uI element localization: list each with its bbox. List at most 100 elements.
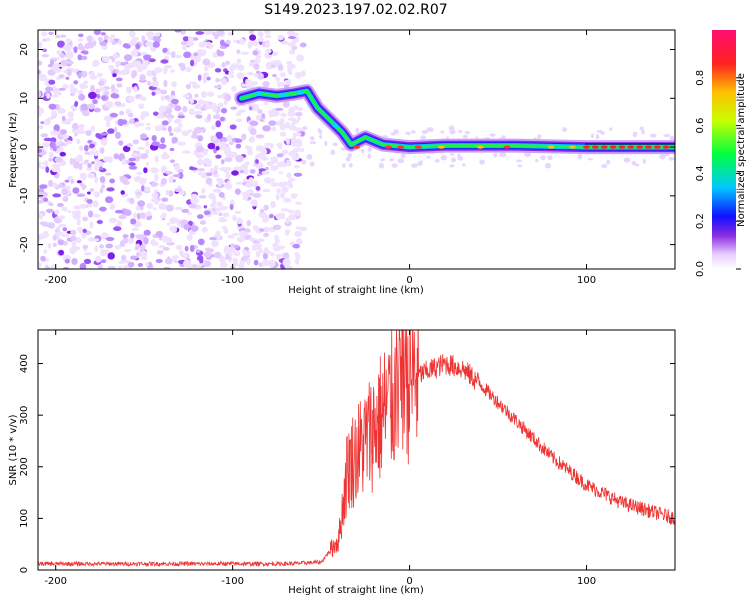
noise-speck bbox=[99, 166, 103, 170]
noise-speck bbox=[93, 238, 100, 242]
noise-speck bbox=[282, 100, 290, 108]
noise-speck bbox=[282, 258, 291, 266]
noise-speck bbox=[297, 116, 301, 121]
noise-speck bbox=[301, 159, 307, 165]
noise-speck bbox=[302, 126, 308, 131]
noise-speck bbox=[294, 201, 302, 205]
noise-speck bbox=[294, 32, 299, 37]
noise-speck bbox=[220, 141, 227, 149]
noise-speck bbox=[595, 134, 600, 140]
noise-speck bbox=[668, 156, 675, 161]
noise-speck bbox=[89, 221, 94, 229]
noise-speck bbox=[81, 231, 87, 239]
noise-speck bbox=[48, 151, 54, 158]
noise-speck bbox=[239, 170, 245, 174]
noise-speck bbox=[236, 58, 242, 64]
noise-speck bbox=[634, 163, 640, 167]
noise-speck bbox=[229, 124, 237, 130]
noise-speck bbox=[181, 40, 188, 46]
noise-speck bbox=[117, 39, 122, 45]
noise-speck bbox=[248, 237, 256, 242]
noise-speck bbox=[77, 130, 86, 135]
noise-speck bbox=[82, 184, 87, 189]
noise-speck bbox=[195, 114, 203, 119]
noise-speck bbox=[72, 122, 79, 130]
noise-speck bbox=[294, 111, 303, 117]
noise-speck bbox=[52, 234, 57, 241]
noise-speck bbox=[83, 252, 93, 256]
noise-speck bbox=[96, 72, 104, 78]
noise-speck bbox=[632, 131, 638, 135]
noise-speck bbox=[299, 226, 308, 232]
noise-speck bbox=[139, 205, 144, 211]
signal-hotspot bbox=[437, 145, 445, 149]
noise-speck bbox=[127, 261, 135, 268]
noise-speck bbox=[173, 127, 182, 133]
noise-speck bbox=[197, 50, 204, 57]
noise-speck bbox=[99, 147, 105, 154]
noise-speck bbox=[60, 34, 67, 38]
noise-speck bbox=[147, 261, 153, 268]
noise-speck bbox=[254, 245, 261, 251]
noise-speck bbox=[136, 251, 140, 258]
noise-speck bbox=[188, 108, 195, 116]
noise-speck bbox=[82, 51, 89, 55]
colorbar-label: Normalized spectral amplitude bbox=[736, 73, 747, 227]
noise-speck bbox=[228, 74, 235, 78]
y-tick-label: 300 bbox=[19, 406, 30, 425]
noise-speck bbox=[206, 91, 215, 97]
y-tick-label: 0 bbox=[19, 144, 30, 150]
colorbar-tick-label: 0.0 bbox=[695, 261, 706, 277]
noise-speck bbox=[281, 186, 289, 193]
noise-speck bbox=[100, 132, 109, 136]
noise-speck bbox=[154, 32, 161, 37]
noise-speck bbox=[92, 200, 99, 208]
noise-speck bbox=[74, 210, 81, 217]
noise-speck bbox=[116, 220, 122, 226]
noise-speck bbox=[50, 130, 59, 136]
noise-speck bbox=[70, 105, 75, 110]
noise-speck bbox=[272, 224, 282, 230]
noise-speck bbox=[47, 222, 56, 229]
noise-speck bbox=[449, 164, 455, 168]
noise-speck bbox=[58, 142, 66, 147]
snr-panel: -200 -100 0 100 0 100 200 300 400 Height of str… bbox=[8, 329, 676, 596]
noise-speck bbox=[145, 162, 150, 166]
noise-speck bbox=[663, 133, 671, 138]
x-tick-label: -200 bbox=[44, 275, 67, 286]
noise-speck bbox=[462, 163, 466, 167]
signal-hotspot bbox=[414, 145, 422, 149]
noise-speck bbox=[136, 171, 143, 175]
noise-speck bbox=[62, 83, 69, 90]
noise-speck bbox=[382, 135, 389, 139]
noise-speck bbox=[247, 41, 253, 49]
noise-speck bbox=[293, 38, 300, 43]
noise-speck bbox=[190, 225, 199, 232]
noise-speck bbox=[80, 70, 88, 78]
noise-speck bbox=[261, 214, 271, 221]
noise-speck bbox=[67, 176, 74, 181]
noise-speck bbox=[40, 133, 49, 138]
noise-speck bbox=[99, 41, 108, 46]
noise-speck bbox=[99, 176, 106, 183]
colorbar-gradient bbox=[712, 30, 736, 269]
noise-speck bbox=[501, 135, 506, 139]
noise-speck bbox=[77, 42, 84, 51]
noise-speck bbox=[212, 114, 221, 120]
noise-speck bbox=[89, 188, 95, 193]
noise-speck bbox=[123, 64, 133, 69]
noise-speck bbox=[270, 143, 274, 149]
noise-speck bbox=[113, 153, 120, 160]
noise-speck bbox=[100, 32, 106, 36]
noise-speck bbox=[52, 242, 57, 247]
noise-speck bbox=[151, 135, 157, 142]
noise-speck bbox=[244, 181, 254, 188]
noise-speck bbox=[270, 156, 279, 164]
noise-speck bbox=[84, 144, 89, 152]
noise-speck bbox=[82, 244, 89, 250]
noise-speck bbox=[216, 30, 225, 36]
signal-hotspot bbox=[332, 123, 339, 128]
noise-speck bbox=[85, 130, 92, 136]
noise-speck bbox=[109, 65, 115, 72]
noise-speck bbox=[228, 141, 234, 146]
